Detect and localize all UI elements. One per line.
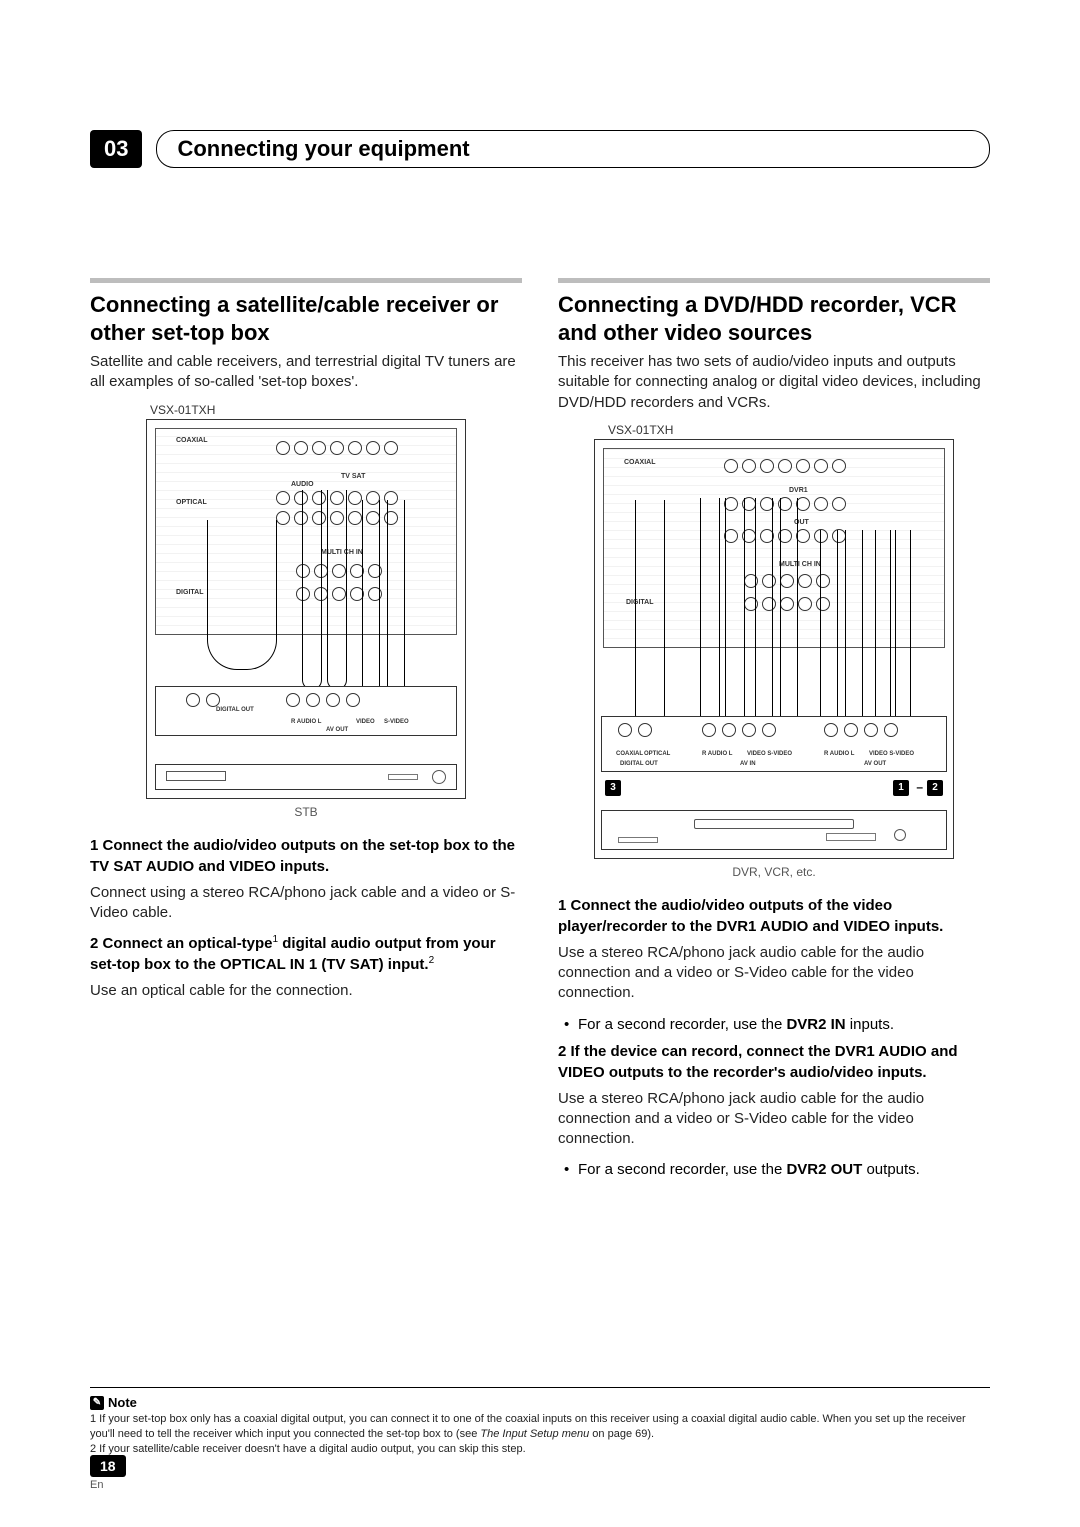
right-bullet2: For a second recorder, use the DVR2 OUT … — [578, 1159, 990, 1180]
label-video-svideo-1: VIDEO S-VIDEO — [747, 751, 792, 757]
model-label-right: VSX-01TXH — [608, 423, 990, 437]
left-step1-body: Connect using a stereo RCA/phono jack ca… — [90, 883, 522, 924]
label-av-out: AV OUT — [326, 727, 348, 733]
label-r-audio-l: R AUDIO L — [291, 719, 321, 725]
stb-device — [155, 764, 457, 790]
left-step2-body: Use an optical cable for the connection. — [90, 981, 522, 1001]
marker-2: 2 — [927, 780, 943, 796]
label-coaxial: COAXIAL — [176, 437, 208, 444]
dvr-device — [601, 810, 947, 850]
label-digital-out: DIGITAL OUT — [216, 707, 254, 713]
model-label-left: VSX-01TXH — [150, 403, 522, 417]
chapter-header: 03 Connecting your equipment — [90, 130, 990, 168]
label-coaxial2: COAXIAL — [616, 751, 643, 757]
left-step2: 2 Connect an optical-type1 digital audio… — [90, 933, 522, 975]
label-digital: DIGITAL — [176, 589, 203, 596]
label-dvr1: DVR1 — [789, 487, 808, 494]
label-digital-out: DIGITAL OUT — [620, 761, 658, 767]
right-bullet1: For a second recorder, use the DVR2 IN i… — [578, 1014, 990, 1035]
connection-diagram-dvr: COAXIAL DVR1 OUT MULTI CH IN DIGITAL — [594, 439, 954, 859]
section-rule — [558, 278, 990, 283]
footnote-2: 2 If your satellite/cable receiver doesn… — [90, 1442, 990, 1457]
content-columns: Connecting a satellite/cable receiver or… — [90, 278, 990, 1186]
note-icon: ✎ — [90, 1396, 104, 1410]
label-svideo: S-VIDEO — [384, 719, 409, 725]
chapter-title-pill: Connecting your equipment — [156, 130, 990, 168]
label-optical: OPTICAL — [176, 499, 207, 506]
label-r-audio-l-2: R AUDIO L — [824, 751, 854, 757]
chapter-title: Connecting your equipment — [177, 136, 469, 161]
label-audio: AUDIO — [291, 481, 314, 488]
right-step2-body: Use a stereo RCA/phono jack audio cable … — [558, 1089, 990, 1150]
left-section-title: Connecting a satellite/cable receiver or… — [90, 291, 522, 346]
page-number-badge: 18 — [90, 1455, 126, 1477]
left-step1: 1 Connect the audio/video outputs on the… — [90, 835, 522, 877]
page-lang: En — [90, 1479, 126, 1491]
marker-dash: – — [916, 780, 923, 794]
label-tvsat: TV SAT — [341, 473, 365, 480]
stb-caption: STB — [90, 805, 522, 819]
right-step1: 1 Connect the audio/video outputs of the… — [558, 895, 990, 937]
right-column: Connecting a DVD/HDD recorder, VCR and o… — [558, 278, 990, 1186]
note-label: ✎ Note — [90, 1395, 137, 1410]
connection-diagram-stb: COAXIAL OPTICAL TV SAT AUDIO MULTI CH IN… — [146, 419, 466, 799]
left-intro: Satellite and cable receivers, and terre… — [90, 352, 522, 393]
right-section-title: Connecting a DVD/HDD recorder, VCR and o… — [558, 291, 990, 346]
left-column: Connecting a satellite/cable receiver or… — [90, 278, 522, 1186]
label-coaxial: COAXIAL — [624, 459, 656, 466]
footnote-1: 1 If your set-top box only has a coaxial… — [90, 1412, 990, 1442]
marker-3: 3 — [605, 780, 621, 796]
label-video: VIDEO — [356, 719, 375, 725]
dvr-caption: DVR, VCR, etc. — [558, 865, 990, 879]
label-video-svideo-2: VIDEO S-VIDEO — [869, 751, 914, 757]
label-av-out: AV OUT — [864, 761, 886, 767]
label-r-audio-l-1: R AUDIO L — [702, 751, 732, 757]
label-optical2: OPTICAL — [644, 751, 670, 757]
page-number: 18 En — [90, 1455, 126, 1491]
label-av-in: AV IN — [740, 761, 756, 767]
marker-1: 1 — [893, 780, 909, 796]
right-step2: 2 If the device can record, connect the … — [558, 1041, 990, 1083]
right-intro: This receiver has two sets of audio/vide… — [558, 352, 990, 413]
section-rule — [90, 278, 522, 283]
right-step1-body: Use a stereo RCA/phono jack audio cable … — [558, 943, 990, 1004]
footnotes: ✎ Note 1 If your set-top box only has a … — [90, 1387, 990, 1457]
chapter-number-badge: 03 — [90, 130, 142, 168]
dvr-connector-box: COAXIAL OPTICAL DIGITAL OUT R AUDIO L VI… — [601, 716, 947, 772]
stb-connector-box: DIGITAL OUT R AUDIO L VIDEO S-VIDEO AV O… — [155, 686, 457, 736]
